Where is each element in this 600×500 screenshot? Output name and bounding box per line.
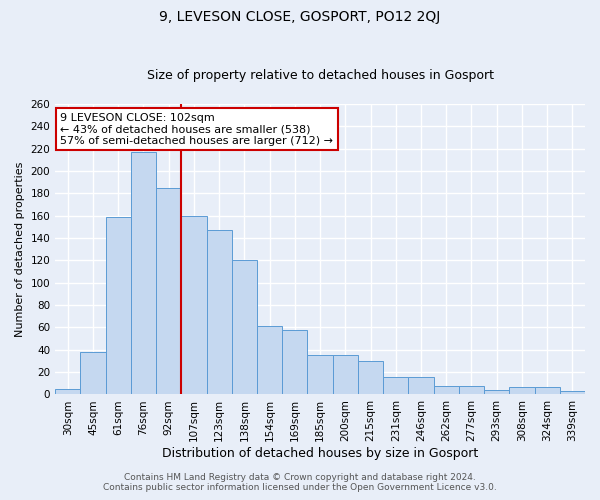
Bar [80,352,106,395]
Text: 9 LEVESON CLOSE: 102sqm
← 43% of detached houses are smaller (538)
57% of semi-d: 9 LEVESON CLOSE: 102sqm ← 43% of detache… [61,112,334,146]
Bar [181,216,206,394]
Bar [383,376,409,394]
Bar [434,386,459,394]
Title: Size of property relative to detached houses in Gosport: Size of property relative to detached ho… [146,69,494,82]
Bar [131,152,156,394]
Bar [509,386,535,394]
Bar [106,217,131,394]
Bar [358,361,383,394]
Bar [535,386,560,394]
Bar [232,260,257,394]
Y-axis label: Number of detached properties: Number of detached properties [15,162,25,337]
Bar [282,330,307,394]
Bar [332,356,358,395]
Bar [55,389,80,394]
Bar [156,188,181,394]
Bar [206,230,232,394]
Bar [409,376,434,394]
X-axis label: Distribution of detached houses by size in Gosport: Distribution of detached houses by size … [162,447,478,460]
Bar [257,326,282,394]
Text: 9, LEVESON CLOSE, GOSPORT, PO12 2QJ: 9, LEVESON CLOSE, GOSPORT, PO12 2QJ [160,10,440,24]
Bar [484,390,509,394]
Text: Contains HM Land Registry data © Crown copyright and database right 2024.
Contai: Contains HM Land Registry data © Crown c… [103,473,497,492]
Bar [307,356,332,395]
Bar [459,386,484,394]
Bar [560,391,585,394]
